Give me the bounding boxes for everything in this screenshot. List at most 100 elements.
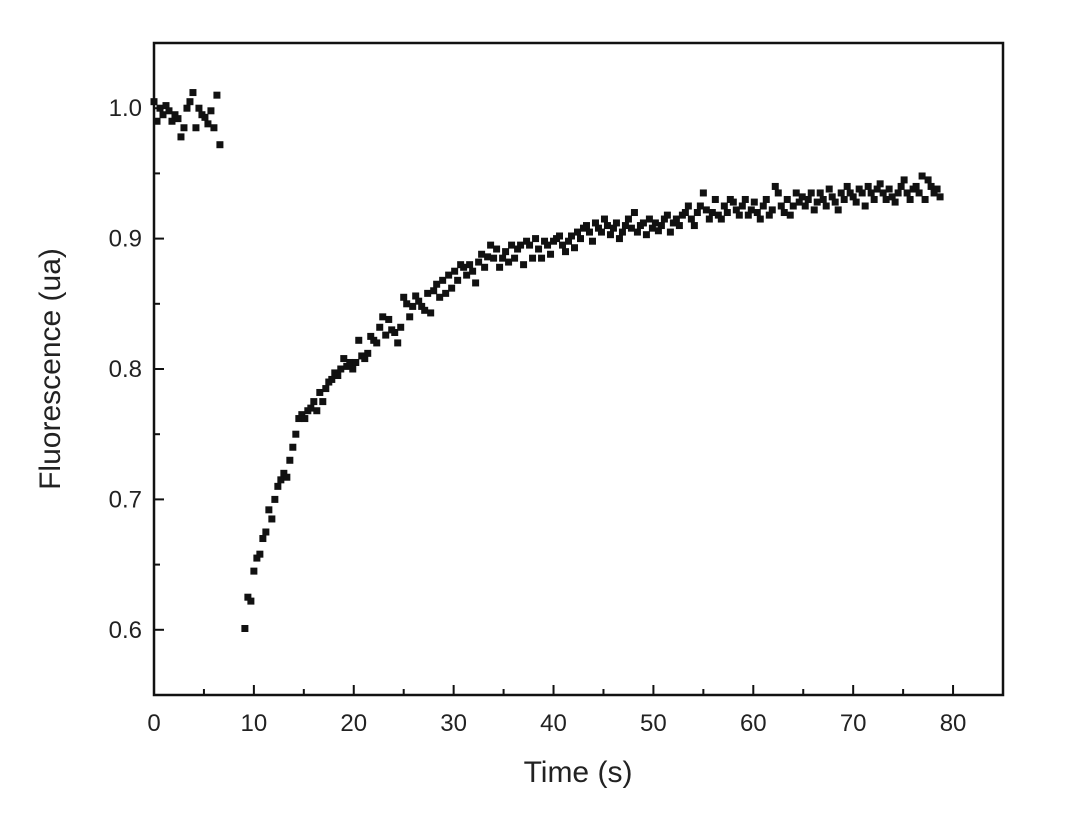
data-point: [574, 228, 582, 236]
data-point: [744, 211, 752, 219]
data-point: [606, 231, 614, 239]
data-point: [789, 202, 797, 210]
data-point: [544, 241, 552, 249]
data-point: [822, 202, 830, 210]
data-point: [708, 209, 716, 217]
data-point: [816, 189, 824, 197]
data-point: [433, 280, 441, 288]
data-point: [153, 117, 161, 125]
data-point: [565, 237, 573, 245]
data-point: [693, 209, 701, 217]
data-point: [475, 258, 483, 266]
data-point: [783, 195, 791, 203]
data-point: [627, 224, 635, 232]
data-point: [511, 254, 519, 262]
data-point: [171, 111, 179, 119]
data-point: [373, 339, 381, 347]
data-point: [669, 219, 677, 227]
data-point: [189, 89, 197, 97]
data-point: [520, 261, 528, 269]
data-point: [340, 355, 348, 363]
data-point: [753, 209, 761, 217]
data-point: [795, 198, 803, 206]
data-point: [280, 469, 288, 477]
data-point: [253, 554, 261, 562]
data-point: [717, 215, 725, 223]
data-point: [864, 182, 872, 190]
y-tick-label: 0.9: [109, 226, 142, 253]
data-point: [156, 104, 164, 112]
data-point: [663, 211, 671, 219]
data-point: [786, 211, 794, 219]
data-point: [379, 313, 387, 321]
data-point: [861, 202, 869, 210]
data-point: [807, 189, 815, 197]
data-point: [469, 267, 477, 275]
data-point: [612, 219, 620, 227]
data-point: [747, 206, 755, 214]
data-point: [600, 215, 608, 223]
data-point: [906, 195, 914, 203]
data-point: [201, 113, 209, 121]
data-point: [352, 358, 360, 366]
data-point: [322, 385, 330, 393]
data-point: [535, 245, 543, 253]
data-point: [837, 189, 845, 197]
data-point: [801, 202, 809, 210]
data-point: [915, 189, 923, 197]
data-point: [310, 398, 318, 406]
data-point: [798, 193, 806, 201]
data-point: [879, 189, 887, 197]
data-point: [882, 195, 890, 203]
data-point: [633, 228, 641, 236]
data-point: [262, 528, 270, 536]
x-axis-title: Time (s): [524, 756, 633, 789]
data-point: [376, 323, 384, 331]
data-point: [672, 215, 680, 223]
data-point: [762, 195, 770, 203]
data-point: [576, 235, 584, 243]
data-point: [651, 219, 659, 227]
data-point: [493, 245, 501, 253]
data-point: [819, 195, 827, 203]
data-point: [894, 189, 902, 197]
data-point: [813, 198, 821, 206]
data-point: [591, 219, 599, 227]
data-point: [732, 206, 740, 214]
data-point: [442, 289, 450, 297]
data-point: [496, 263, 504, 271]
data-point: [765, 211, 773, 219]
data-point: [615, 235, 623, 243]
data-point: [162, 102, 170, 110]
data-point: [213, 91, 221, 99]
data-point: [409, 302, 417, 310]
data-point: [705, 215, 713, 223]
data-point: [921, 195, 929, 203]
data-point: [343, 362, 351, 370]
data-point: [364, 349, 372, 357]
data-point: [618, 228, 626, 236]
data-point: [532, 235, 540, 243]
data-point: [316, 388, 324, 396]
data-point: [547, 250, 555, 258]
data-point: [505, 258, 513, 266]
data-point: [888, 193, 896, 201]
data-point: [412, 292, 420, 300]
data-point: [912, 182, 920, 190]
data-point: [421, 306, 429, 314]
data-point: [810, 206, 818, 214]
data-point: [666, 228, 674, 236]
data-point: [556, 232, 564, 240]
data-point: [858, 189, 866, 197]
data-point: [729, 198, 737, 206]
data-point: [897, 182, 905, 190]
data-point: [481, 263, 489, 271]
data-point: [499, 254, 507, 262]
data-point: [394, 339, 402, 347]
plot-frame: [152, 41, 1005, 697]
data-point: [502, 248, 510, 256]
data-point: [439, 276, 447, 284]
data-point: [735, 211, 743, 219]
data-point: [250, 567, 258, 575]
data-point: [180, 124, 188, 132]
